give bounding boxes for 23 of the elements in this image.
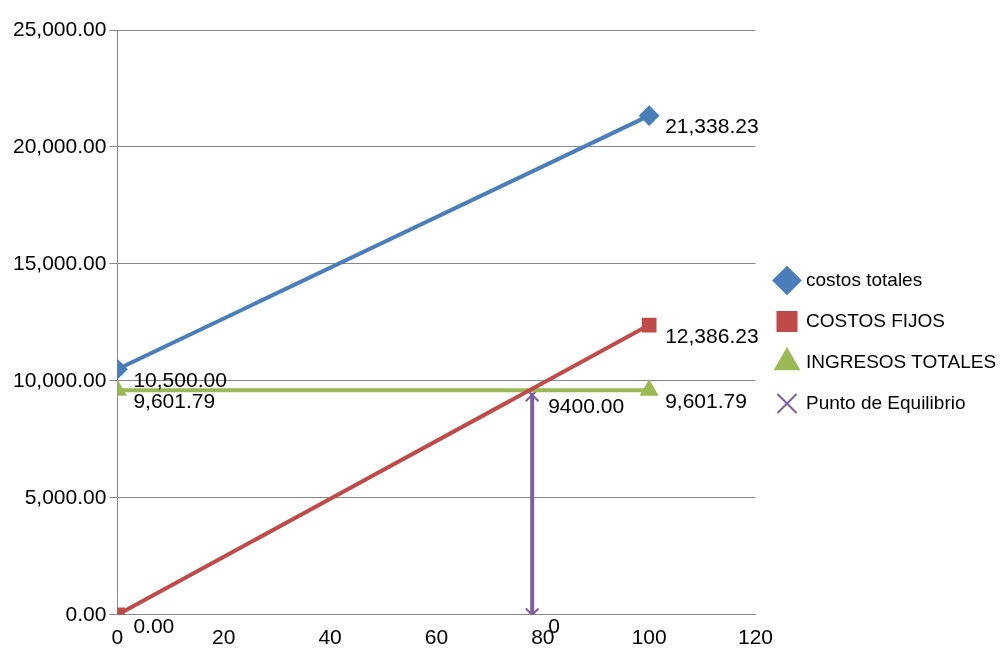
y-tick-label: 0.00	[65, 601, 107, 625]
data-label: 12,386.23	[665, 323, 759, 347]
legend-label: costos totales	[806, 268, 923, 290]
legend-label: INGRESOS TOTALES	[806, 350, 997, 372]
y-tick-label: 10,000.00	[12, 367, 107, 391]
y-tick-label: 20,000.00	[12, 133, 107, 157]
data-label: 9400.00	[548, 393, 625, 417]
data-label: 21,338.23	[665, 114, 759, 138]
x-tick-label: 0	[111, 625, 124, 649]
x-tick-label: 60	[424, 625, 449, 649]
legend-label: COSTOS FIJOS	[806, 309, 946, 331]
data-label: 9,601.79	[665, 388, 747, 412]
y-tick-label: 15,000.00	[12, 250, 107, 274]
x-tick-label: 100	[631, 625, 667, 649]
data-label: 10,500.00	[133, 367, 227, 391]
point	[639, 105, 660, 126]
x-tick-label: 40	[318, 625, 342, 649]
y-tick-label: 25,000.00	[12, 16, 107, 40]
x-tick-label: 20	[212, 625, 236, 649]
legend-label: Punto de Equilibrio	[806, 391, 966, 413]
y-tick-label: 5,000.00	[24, 484, 107, 508]
x-tick-label: 120	[737, 625, 774, 649]
data-label: 0.00	[133, 613, 175, 637]
